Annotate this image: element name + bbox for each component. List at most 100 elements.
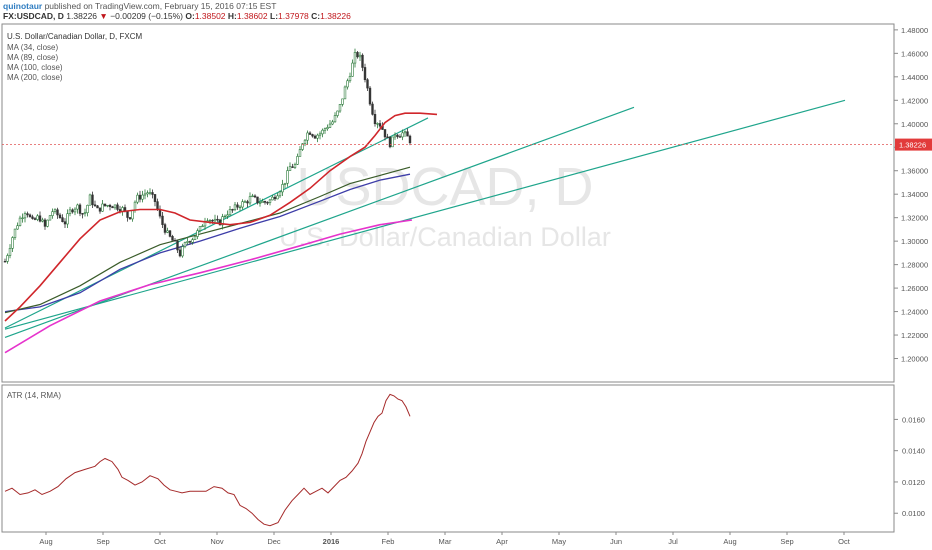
candle-body	[41, 219, 44, 222]
candle-body	[313, 135, 317, 139]
x-tick-label: Mar	[439, 537, 452, 546]
candle-body	[61, 217, 64, 223]
candle-body	[111, 206, 114, 209]
candle-body	[141, 194, 144, 200]
candle-body	[33, 218, 37, 220]
candle-body	[316, 134, 319, 139]
x-tick-label: Apr	[496, 537, 508, 546]
candle-body	[333, 115, 337, 123]
candle-body	[386, 136, 389, 139]
atr-title: ATR (14, RMA)	[7, 391, 61, 400]
candle-body	[26, 213, 29, 216]
x-tick-label: May	[552, 537, 566, 546]
atr-pane	[1, 384, 895, 533]
candle-body	[156, 201, 159, 210]
candle-body	[68, 209, 72, 214]
candle-body	[98, 207, 102, 212]
candle-body	[408, 135, 412, 144]
author-link[interactable]: quinotaur	[3, 1, 43, 11]
candle-body	[53, 209, 57, 212]
chart-canvas[interactable]: USDCAD, D U.S. Dollar/Canadian Dollar 1.48…	[0, 22, 932, 550]
candle-body	[391, 136, 394, 148]
candle-body	[281, 184, 284, 193]
candle-body	[166, 230, 169, 233]
last-price-tag	[895, 138, 932, 151]
candle-body	[388, 136, 392, 148]
candle-body	[153, 194, 157, 202]
candle-body	[106, 204, 109, 207]
candle-body	[398, 136, 402, 138]
candle-body	[46, 219, 49, 227]
candle-body	[323, 128, 327, 131]
y-tick-label: 1.32000	[901, 214, 928, 223]
trendline	[4, 106, 635, 338]
candle-body	[178, 249, 182, 257]
candle-body	[103, 203, 107, 206]
candle-body	[383, 129, 387, 138]
candle-body	[31, 216, 34, 219]
y-tick-label: 1.30000	[901, 237, 928, 246]
change-value: −0.00209 (−0.15%)	[110, 11, 183, 21]
candle-body	[338, 104, 342, 112]
high-label: H:	[227, 11, 237, 21]
candle-body	[133, 201, 137, 211]
watermark-name: U.S. Dollar/Canadian Dollar	[279, 222, 611, 252]
candle-body	[51, 211, 54, 216]
candle-body	[336, 110, 339, 116]
legend-entry: MA (200, close)	[7, 73, 63, 82]
legend-entry: MA (34, close)	[7, 43, 58, 52]
candle-body	[196, 230, 199, 237]
candle-body	[228, 209, 232, 216]
candle-body	[393, 134, 397, 138]
candle-body	[213, 218, 217, 222]
candle-body	[276, 195, 279, 200]
y-tick-label: 1.40000	[901, 120, 928, 129]
candle-body	[36, 215, 39, 220]
candle-body	[16, 225, 19, 230]
x-tick-label: 2016	[323, 537, 340, 546]
candle-body	[108, 204, 112, 207]
candle-body	[233, 204, 237, 210]
candle-body	[136, 194, 139, 203]
x-tick-label: Aug	[723, 537, 736, 546]
candle-body	[293, 164, 297, 168]
candle-body	[163, 224, 167, 233]
legend-entry: MA (89, close)	[7, 53, 58, 62]
atr-y-tick-label: 0.0100	[902, 509, 925, 518]
candle-body	[66, 213, 69, 225]
candle-body	[211, 219, 214, 222]
candle-body	[63, 221, 67, 225]
y-tick-label: 1.44000	[901, 73, 928, 82]
candle-body	[376, 123, 379, 125]
candle-body	[58, 214, 62, 218]
candle-body	[301, 143, 304, 150]
y-tick-label: 1.46000	[901, 49, 928, 58]
candle-body	[71, 209, 74, 213]
candle-body	[168, 230, 172, 237]
candle-body	[366, 79, 369, 89]
candle-body	[271, 196, 274, 201]
candle-body	[183, 242, 187, 247]
candle-body	[296, 156, 299, 165]
candle-body	[256, 196, 259, 204]
candle-body	[191, 239, 194, 243]
chart-title: U.S. Dollar/Canadian Dollar, D, FXCM	[7, 32, 142, 41]
candle-body	[278, 191, 282, 197]
x-tick-label: Aug	[39, 537, 52, 546]
x-tick-label: Sep	[96, 537, 109, 546]
candle-body	[83, 212, 87, 215]
candle-body	[258, 202, 262, 204]
candle-body	[246, 201, 249, 204]
candle-body	[286, 170, 289, 184]
candle-body	[343, 86, 347, 100]
candle-body	[236, 204, 239, 208]
y-tick-label: 1.26000	[901, 284, 928, 293]
x-tick-label: Oct	[154, 537, 167, 546]
candle-body	[78, 204, 82, 214]
candle-body	[176, 240, 179, 251]
candle-body	[356, 52, 359, 58]
candle-body	[6, 255, 9, 262]
candle-body	[43, 219, 47, 227]
candle-body	[11, 237, 14, 249]
candle-body	[138, 194, 142, 200]
